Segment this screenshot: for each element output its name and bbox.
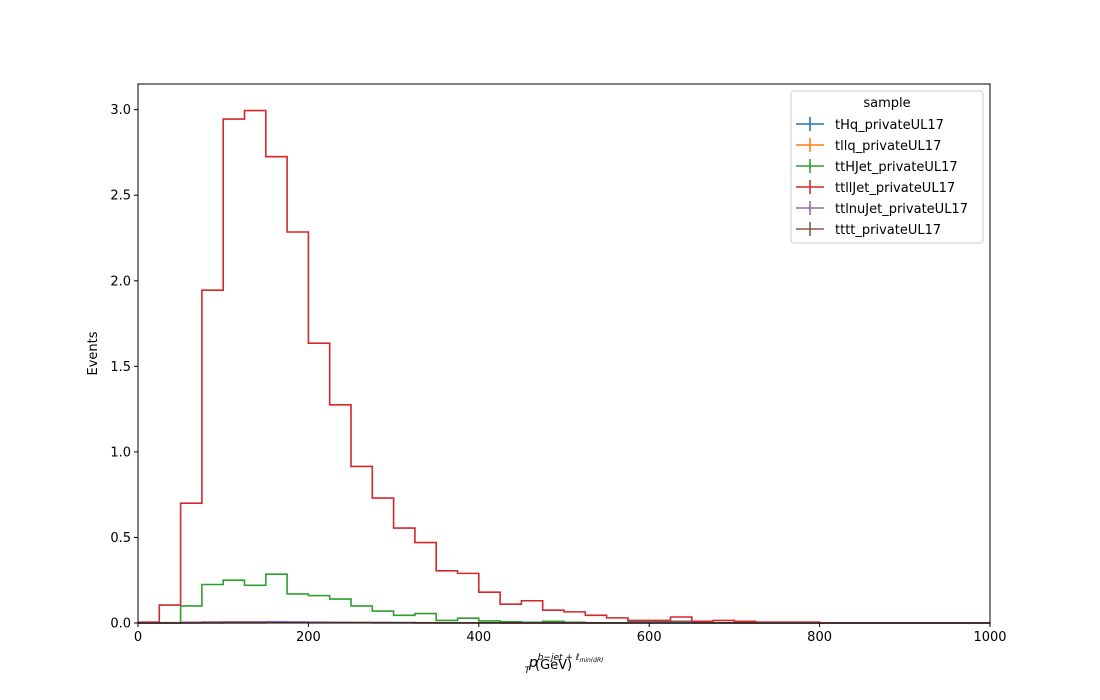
axes-frame xyxy=(137,83,991,624)
legend-item: tHq_privateUL17 xyxy=(796,117,944,133)
x-tick-label: 400 xyxy=(466,630,491,645)
series-line-ttllJet_privateUL17 xyxy=(138,109,990,624)
y-tick-label: 1.0 xyxy=(110,445,131,460)
series-line-ttHJet_privateUL17 xyxy=(138,573,990,624)
x-label-superscript-subscript: min(dR) xyxy=(580,657,604,664)
y-tick-label: 3.0 xyxy=(110,103,131,118)
x-label-subscript: T xyxy=(525,666,532,676)
legend-item: ttlnuJet_privateUL17 xyxy=(796,201,968,217)
legend-label: tllq_privateUL17 xyxy=(835,139,941,154)
y-tick-label: 2.0 xyxy=(110,274,131,289)
legend-label: ttlnuJet_privateUL17 xyxy=(835,202,968,217)
legend-label: ttllJet_privateUL17 xyxy=(835,181,955,196)
legend-label: tHq_privateUL17 xyxy=(835,118,944,133)
y-axis-label: Events xyxy=(86,331,101,375)
x-tick-label: 600 xyxy=(637,630,662,645)
plot-area: 0 200 400 600 800 1000 0.0 0.5 1.0 1.5 2.0 2.5 3.0 xyxy=(110,83,1007,645)
legend-item: ttllJet_privateUL17 xyxy=(796,180,955,196)
legend-label: tttt_privateUL17 xyxy=(835,223,941,238)
x-tick-label: 200 xyxy=(296,630,321,645)
x-tick-label: 0 xyxy=(134,630,142,645)
x-tick-label: 1000 xyxy=(973,630,1006,645)
x-tick-label: 800 xyxy=(807,630,832,645)
legend-item: ttHJet_privateUL17 xyxy=(796,159,958,175)
x-label-base: p xyxy=(528,655,538,671)
y-tick-label: 2.5 xyxy=(110,189,131,204)
y-tick-label: 0.0 xyxy=(110,617,131,632)
y-tick-label: 0.5 xyxy=(110,531,131,546)
legend-title: sample xyxy=(863,96,910,111)
x-label-unit: (GeV) xyxy=(535,658,572,673)
x-axis-label: pb−jet + ℓmin(dR) T (GeV) xyxy=(525,653,604,676)
x-label-superscript: b−jet + ℓ xyxy=(538,653,580,663)
legend-label: ttHJet_privateUL17 xyxy=(835,160,958,175)
y-axis-ticks: 0.0 0.5 1.0 1.5 2.0 2.5 3.0 xyxy=(110,103,138,632)
legend-item: tllq_privateUL17 xyxy=(796,138,941,154)
y-tick-label: 1.5 xyxy=(110,360,131,375)
legend-box xyxy=(790,90,984,244)
legend-items: tHq_privateUL17 tllq_privateUL17 ttHJet_pr… xyxy=(796,117,968,238)
legend-item: tttt_privateUL17 xyxy=(796,222,941,238)
legend: sample tHq_privateUL17 tllq_privateUL17tt… xyxy=(790,90,984,244)
x-axis-ticks: 0 200 400 600 800 1000 xyxy=(134,623,1007,645)
